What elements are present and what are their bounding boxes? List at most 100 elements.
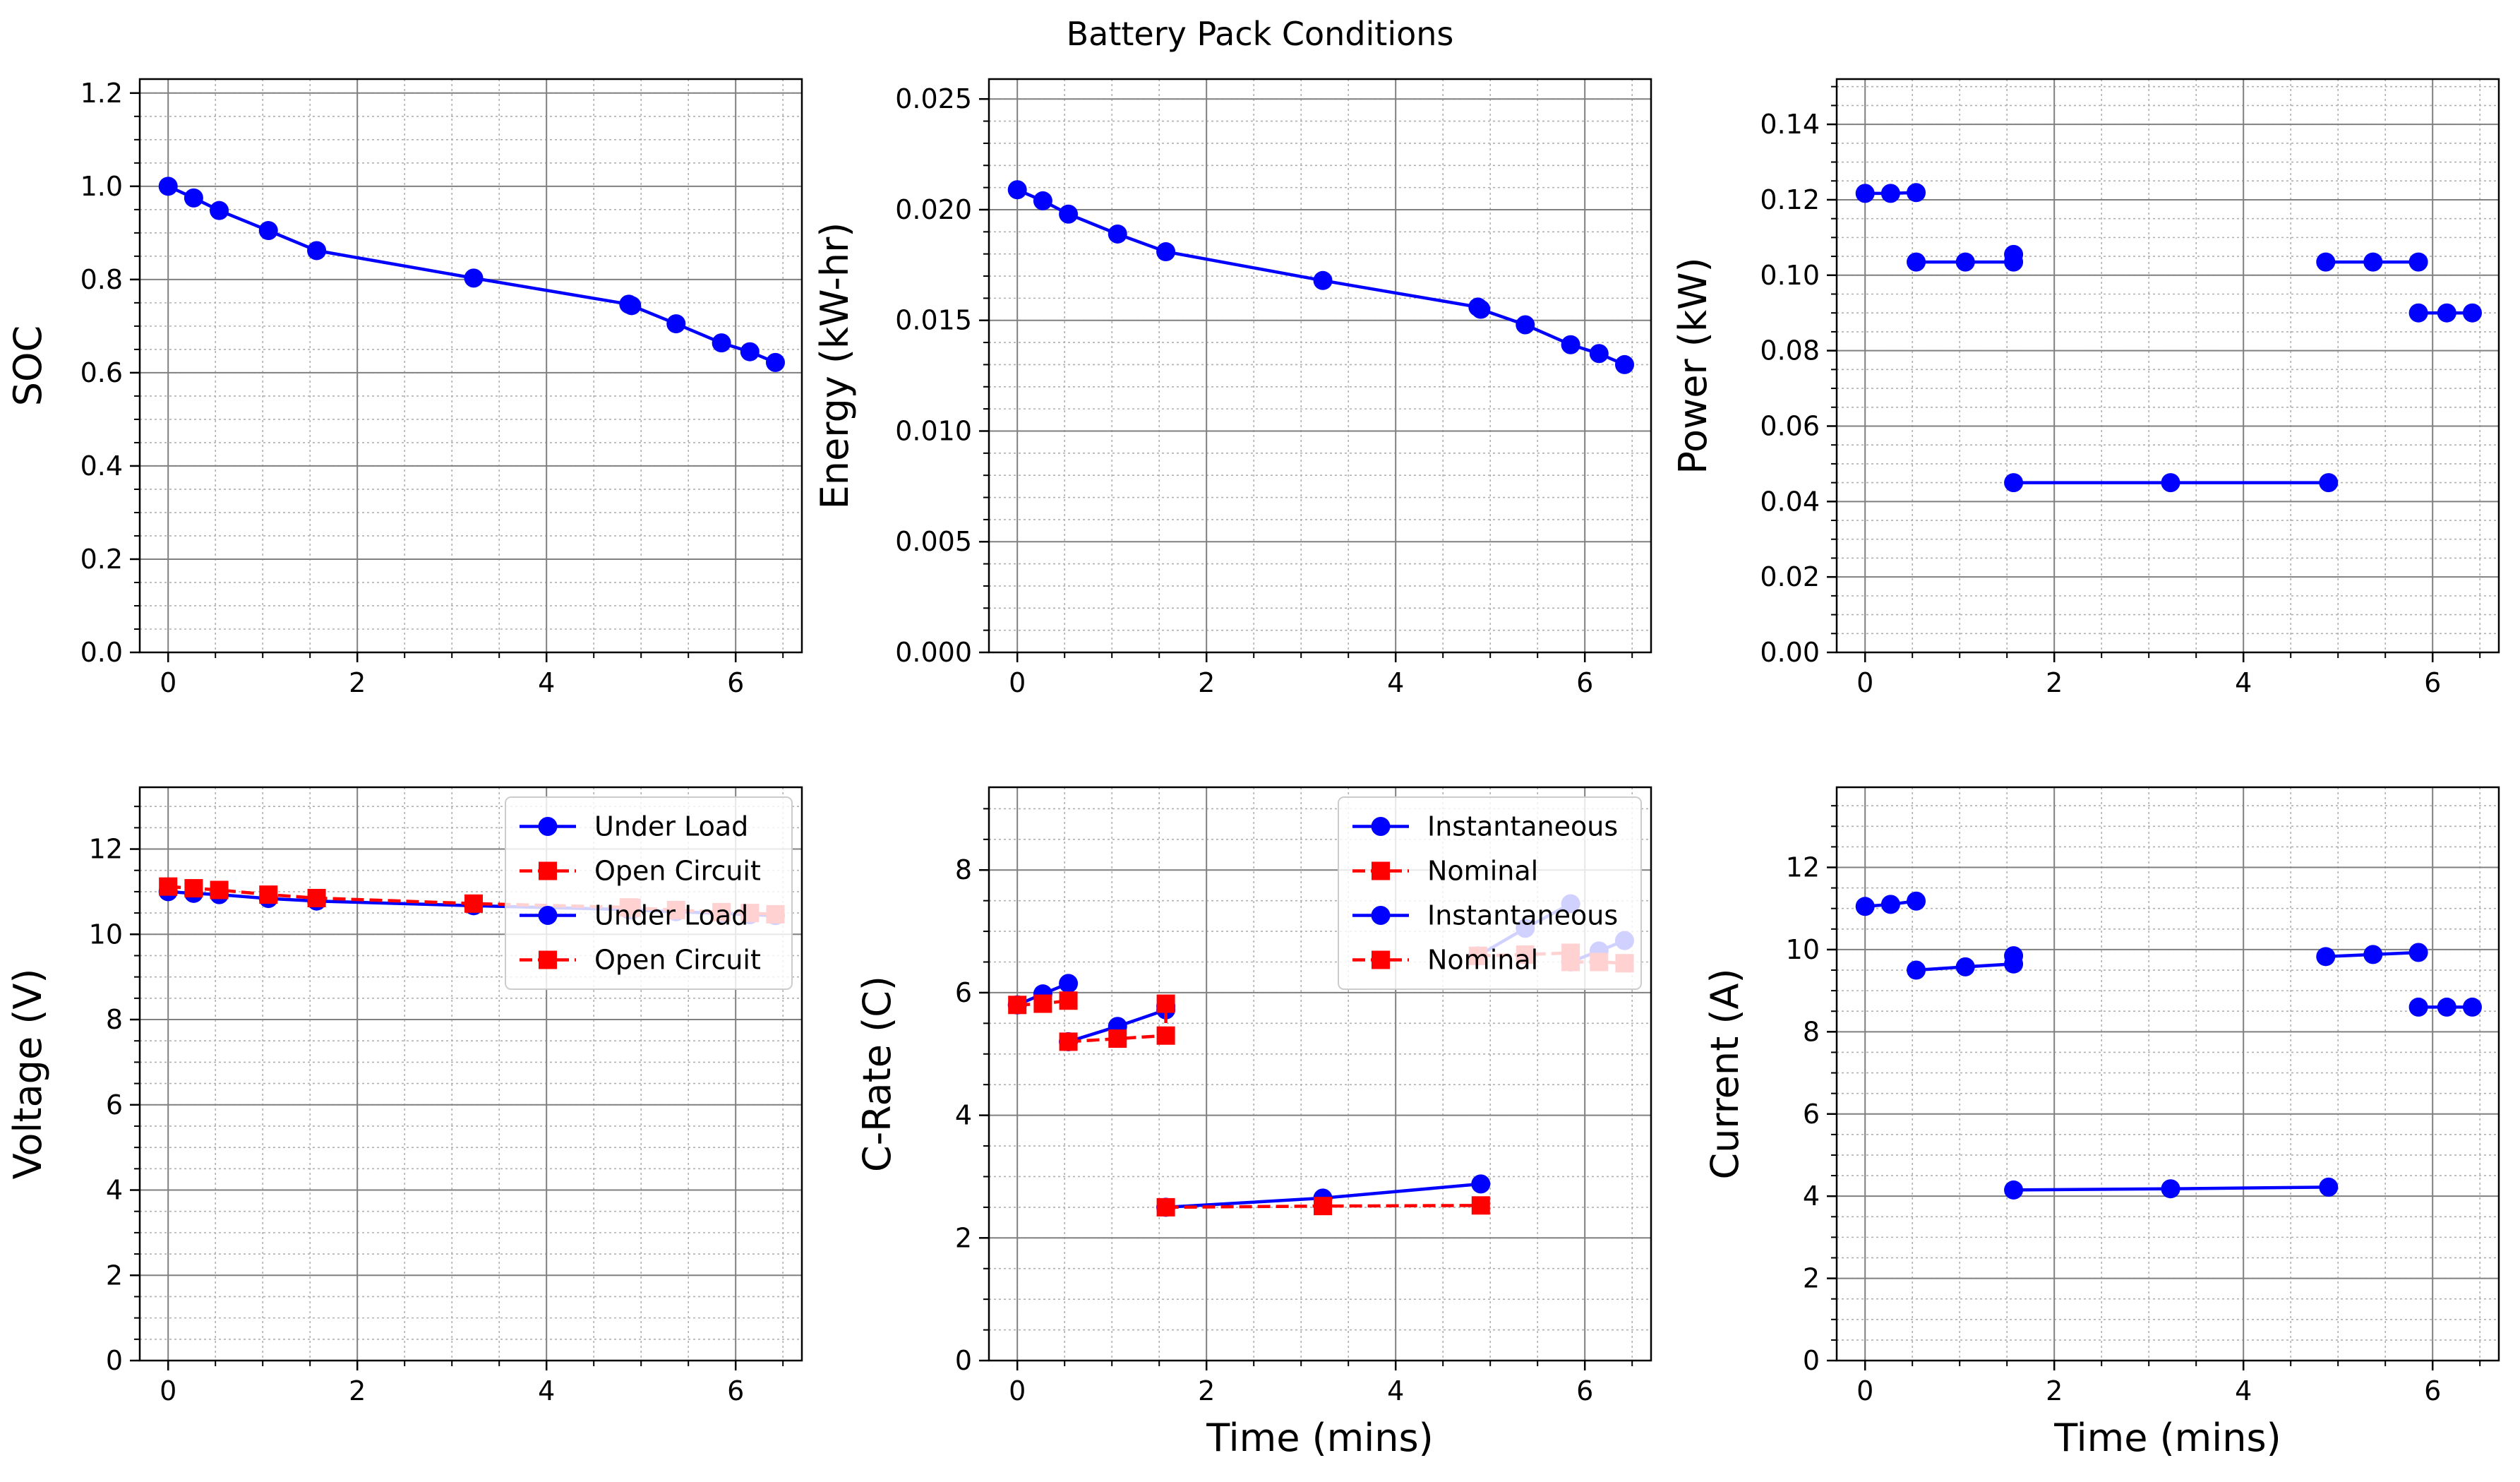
data-point-power-0-1 (1880, 184, 1900, 203)
y-axis-label-crate: C-Rate (C) (855, 976, 899, 1172)
axes-frame-soc (138, 78, 803, 654)
data-point-energy-0-2 (1059, 204, 1079, 224)
series-line-crate-3 (1068, 1003, 1168, 1044)
legend-marker-voltage-2 (538, 906, 558, 925)
y-axis-label-power: Power (kW) (1671, 257, 1715, 474)
legend-marker-voltage-0 (538, 817, 558, 836)
xtick-label-voltage: 4 (538, 1375, 555, 1406)
data-point-power-2-2 (2319, 473, 2339, 493)
ytick-label-soc: 0.8 (80, 264, 123, 295)
xtick-label-voltage: 0 (160, 1375, 176, 1406)
panel-current: 0 2 4 6 0 2 4 6 8 10 12 Current (A) Time (mins) (1703, 786, 2500, 1460)
data-point-energy-0-7 (1471, 299, 1491, 319)
data-point-power-0-0 (1855, 184, 1875, 203)
ytick-label-voltage: 2 (106, 1260, 123, 1291)
data-point-energy-0-11 (1614, 354, 1634, 374)
grid-soc (140, 79, 802, 652)
xtick-label-soc: 0 (160, 667, 176, 698)
data-point-current-2-0 (2004, 1180, 2024, 1200)
data-point-current-0-1 (1880, 895, 1900, 914)
data-point-soc-0-8 (666, 314, 686, 334)
data-point-crate-5-0 (1156, 1197, 1175, 1217)
ytick-label-voltage: 4 (106, 1175, 123, 1206)
ytick-label-voltage: 12 (89, 834, 123, 865)
data-point-energy-0-5 (1313, 270, 1333, 290)
ytick-label-power: 0.12 (1760, 184, 1820, 215)
ytick-label-current: 0 (1803, 1345, 1820, 1376)
series-soc (158, 177, 785, 372)
ytick-label-power: 0.08 (1760, 335, 1820, 366)
y-axis-label-voltage: Voltage (V) (6, 969, 50, 1180)
xtick-label-power: 6 (2424, 667, 2441, 698)
ytick-label-power: 0.00 (1760, 637, 1820, 668)
ytick-label-crate: 6 (955, 977, 972, 1008)
y-axis-label-energy: Energy (kW-hr) (812, 222, 857, 510)
series-energy (1007, 180, 1634, 374)
xtick-label-current: 0 (1856, 1375, 1873, 1406)
data-point-power-4-1 (2437, 303, 2456, 323)
ytick-label-current: 2 (1803, 1263, 1820, 1294)
ytick-label-soc: 1.2 (80, 78, 123, 109)
ytick-label-soc: 0.6 (80, 357, 123, 388)
xtick-label-soc: 6 (727, 667, 744, 698)
ytick-label-current: 8 (1803, 1016, 1820, 1047)
xtick-label-voltage: 6 (727, 1375, 744, 1406)
data-point-soc-0-4 (307, 241, 327, 261)
xtick-label-energy: 6 (1576, 667, 1593, 698)
data-point-energy-0-4 (1156, 242, 1176, 262)
xtick-label-power: 2 (2046, 667, 2063, 698)
data-point-crate-3-0 (1059, 1032, 1078, 1051)
panel-energy: 0 2 4 6 0.000 0.005 0.010 0.015 0.020 0.025 Energy… (812, 78, 1652, 698)
data-point-crate-1-0 (1008, 996, 1027, 1015)
data-point-soc-0-7 (622, 296, 642, 316)
data-point-current-3-0 (2316, 947, 2336, 967)
data-point-soc-0-1 (184, 188, 203, 208)
data-point-power-1-0 (1907, 252, 1926, 272)
data-point-voltage-1-4 (307, 888, 326, 907)
data-point-energy-0-0 (1007, 180, 1027, 200)
ytick-label-energy: 0.010 (895, 415, 972, 446)
legend-label-crate-1: Nominal (1427, 856, 1538, 887)
y-axis-label-current: Current (A) (1703, 968, 1747, 1179)
legend-marker-crate-3 (1372, 950, 1390, 969)
data-point-power-4-0 (2408, 303, 2428, 323)
xtick-label-crate: 4 (1387, 1375, 1404, 1406)
data-point-power-2-0 (2004, 473, 2024, 493)
ytick-label-power: 0.04 (1760, 486, 1820, 517)
legend-marker-crate-0 (1371, 817, 1391, 836)
ytick-label-current: 4 (1803, 1181, 1820, 1212)
data-point-current-1-1 (1955, 957, 1975, 976)
panel-power: 0 2 4 6 0.00 0.02 0.04 0.06 0.08 0.10 0.12 0.14 Powe… (1671, 78, 2500, 698)
data-point-current-0-0 (1855, 897, 1875, 916)
legend-marker-crate-1 (1372, 861, 1390, 880)
ytick-label-soc: 0.2 (80, 544, 123, 575)
legend-label-crate-0: Instantaneous (1427, 811, 1618, 842)
panel-soc: 0 2 4 6 0.0 0.2 0.4 0.6 0.8 1.0 1.2 SOC (6, 78, 803, 698)
ytick-label-crate: 2 (955, 1222, 972, 1253)
legend-box-voltage (505, 796, 793, 990)
data-point-power-2-1 (2161, 473, 2180, 493)
legend-label-voltage-0: Under Load (594, 811, 748, 842)
data-point-current-1-0 (1907, 960, 1926, 980)
legend-voltage: Under Load Open Circuit Under Load Open Cir… (505, 796, 793, 990)
data-point-energy-0-9 (1561, 335, 1580, 354)
legend-label-voltage-3: Open Circuit (594, 945, 761, 976)
data-point-voltage-1-3 (259, 885, 278, 904)
legend-label-voltage-2: Under Load (594, 900, 748, 931)
series-power (1855, 183, 2482, 493)
ytick-label-energy: 0.015 (895, 305, 972, 336)
data-point-power-3-0 (2316, 252, 2336, 272)
ytick-label-soc: 1.0 (80, 171, 123, 202)
legend-label-crate-2: Instantaneous (1427, 900, 1618, 931)
xtick-label-soc: 4 (538, 667, 555, 698)
panel-voltage: 0 2 4 6 0 2 4 6 8 10 12 Voltage (V) Under Load Open C… (6, 786, 803, 1406)
xtick-label-energy: 2 (1198, 667, 1215, 698)
x-axis-label-crate: Time (mins) (1206, 1416, 1433, 1460)
series-current (1855, 891, 2482, 1200)
grid-energy (989, 79, 1651, 652)
data-point-current-1-3 (2004, 946, 2024, 966)
xtick-label-energy: 4 (1387, 667, 1404, 698)
data-point-power-4-2 (2462, 303, 2482, 323)
xtick-label-power: 0 (1856, 667, 1873, 698)
data-point-current-3-1 (2363, 945, 2383, 964)
